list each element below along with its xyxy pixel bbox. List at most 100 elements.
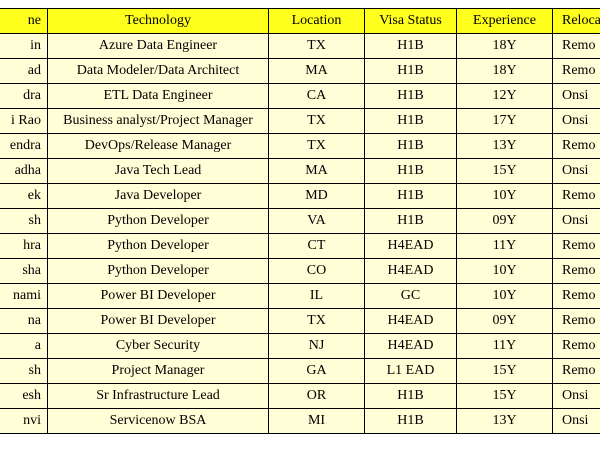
cell-relocation: Remo <box>552 133 600 159</box>
cell-visa-status: H1B <box>364 108 457 134</box>
cell-experience: 17Y <box>456 108 553 134</box>
cell-relocation: Remo <box>552 33 600 59</box>
cell-technology: Sr Infrastructure Lead <box>47 383 269 409</box>
cell-visa-status: H4EAD <box>364 233 457 259</box>
cell-technology: Java Tech Lead <box>47 158 269 184</box>
cell-name: endra <box>0 133 48 159</box>
cell-location: OR <box>268 383 365 409</box>
header-name: ne <box>0 8 48 34</box>
cell-name: sha <box>0 258 48 284</box>
table-row: adha Java Tech Lead MA H1B 15Y Onsi <box>0 158 600 184</box>
cell-name: adha <box>0 158 48 184</box>
cell-experience: 15Y <box>456 358 553 384</box>
cell-location: MI <box>268 408 365 434</box>
table-row: dra ETL Data Engineer CA H1B 12Y Onsi <box>0 83 600 109</box>
cell-technology: Python Developer <box>47 258 269 284</box>
header-relocation: Reloca <box>552 8 600 34</box>
cell-experience: 13Y <box>456 133 553 159</box>
cell-location: VA <box>268 208 365 234</box>
cell-name: sh <box>0 358 48 384</box>
cell-name: dra <box>0 83 48 109</box>
cell-location: CO <box>268 258 365 284</box>
cell-location: MA <box>268 158 365 184</box>
cell-relocation: Remo <box>552 358 600 384</box>
cell-relocation: Onsi <box>552 208 600 234</box>
table-row: nvi Servicenow BSA MI H1B 13Y Onsi <box>0 408 600 434</box>
table-row: hra Python Developer CT H4EAD 11Y Remo <box>0 233 600 259</box>
cell-name: a <box>0 333 48 359</box>
cell-technology: ETL Data Engineer <box>47 83 269 109</box>
cell-experience: 18Y <box>456 58 553 84</box>
cell-visa-status: H1B <box>364 33 457 59</box>
cell-location: NJ <box>268 333 365 359</box>
cell-name: nami <box>0 283 48 309</box>
cell-location: TX <box>268 308 365 334</box>
cell-experience: 09Y <box>456 308 553 334</box>
cell-visa-status: H1B <box>364 133 457 159</box>
cell-location: IL <box>268 283 365 309</box>
cell-location: TX <box>268 33 365 59</box>
cell-technology: Python Developer <box>47 233 269 259</box>
cell-experience: 12Y <box>456 83 553 109</box>
cell-relocation: Remo <box>552 283 600 309</box>
cell-relocation: Onsi <box>552 158 600 184</box>
header-location: Location <box>268 8 365 34</box>
cell-relocation: Remo <box>552 183 600 209</box>
cell-relocation: Onsi <box>552 83 600 109</box>
table-row: na Power BI Developer TX H4EAD 09Y Remo <box>0 308 600 334</box>
cell-technology: DevOps/Release Manager <box>47 133 269 159</box>
cell-name: ek <box>0 183 48 209</box>
cell-visa-status: H1B <box>364 408 457 434</box>
cell-experience: 11Y <box>456 233 553 259</box>
cell-location: TX <box>268 108 365 134</box>
cell-name: in <box>0 33 48 59</box>
cell-name: sh <box>0 208 48 234</box>
cell-visa-status: GC <box>364 283 457 309</box>
cell-relocation: Remo <box>552 233 600 259</box>
cell-experience: 18Y <box>456 33 553 59</box>
cell-relocation: Onsi <box>552 408 600 434</box>
cell-technology: Python Developer <box>47 208 269 234</box>
table-row: in Azure Data Engineer TX H1B 18Y Remo <box>0 33 600 59</box>
cell-technology: Business analyst/Project Manager <box>47 108 269 134</box>
cell-visa-status: L1 EAD <box>364 358 457 384</box>
table-row: esh Sr Infrastructure Lead OR H1B 15Y Onsi <box>0 383 600 409</box>
cell-technology: Power BI Developer <box>47 283 269 309</box>
cell-name: na <box>0 308 48 334</box>
cell-visa-status: H4EAD <box>364 258 457 284</box>
cell-visa-status: H1B <box>364 183 457 209</box>
cell-visa-status: H1B <box>364 158 457 184</box>
cell-name: ad <box>0 58 48 84</box>
cell-experience: 10Y <box>456 283 553 309</box>
cell-relocation: Onsi <box>552 383 600 409</box>
table-row: ek Java Developer MD H1B 10Y Remo <box>0 183 600 209</box>
cell-location: GA <box>268 358 365 384</box>
cell-name: i Rao <box>0 108 48 134</box>
table-row: i Rao Business analyst/Project Manager TX H… <box>0 108 600 134</box>
cell-technology: Servicenow BSA <box>47 408 269 434</box>
consultant-table: ne Technology Location Visa Status Exper… <box>0 8 600 434</box>
cell-technology: Project Manager <box>47 358 269 384</box>
cell-technology: Azure Data Engineer <box>47 33 269 59</box>
cell-visa-status: H1B <box>364 58 457 84</box>
cell-location: CT <box>268 233 365 259</box>
table-row: a Cyber Security NJ H4EAD 11Y Remo <box>0 333 600 359</box>
header-experience: Experience <box>456 8 553 34</box>
table-row: sh Python Developer VA H1B 09Y Onsi <box>0 208 600 234</box>
cell-technology: Power BI Developer <box>47 308 269 334</box>
cell-location: CA <box>268 83 365 109</box>
cell-name: nvi <box>0 408 48 434</box>
cell-name: esh <box>0 383 48 409</box>
header-technology: Technology <box>47 8 269 34</box>
cell-experience: 13Y <box>456 408 553 434</box>
cell-technology: Data Modeler/Data Architect <box>47 58 269 84</box>
cell-visa-status: H4EAD <box>364 333 457 359</box>
table-row: sha Python Developer CO H4EAD 10Y Remo <box>0 258 600 284</box>
cell-location: MD <box>268 183 365 209</box>
cell-experience: 09Y <box>456 208 553 234</box>
cell-relocation: Remo <box>552 333 600 359</box>
cell-technology: Java Developer <box>47 183 269 209</box>
header-visa-status: Visa Status <box>364 8 457 34</box>
consultant-table-sheet: ne Technology Location Visa Status Exper… <box>0 8 600 438</box>
cell-experience: 15Y <box>456 383 553 409</box>
